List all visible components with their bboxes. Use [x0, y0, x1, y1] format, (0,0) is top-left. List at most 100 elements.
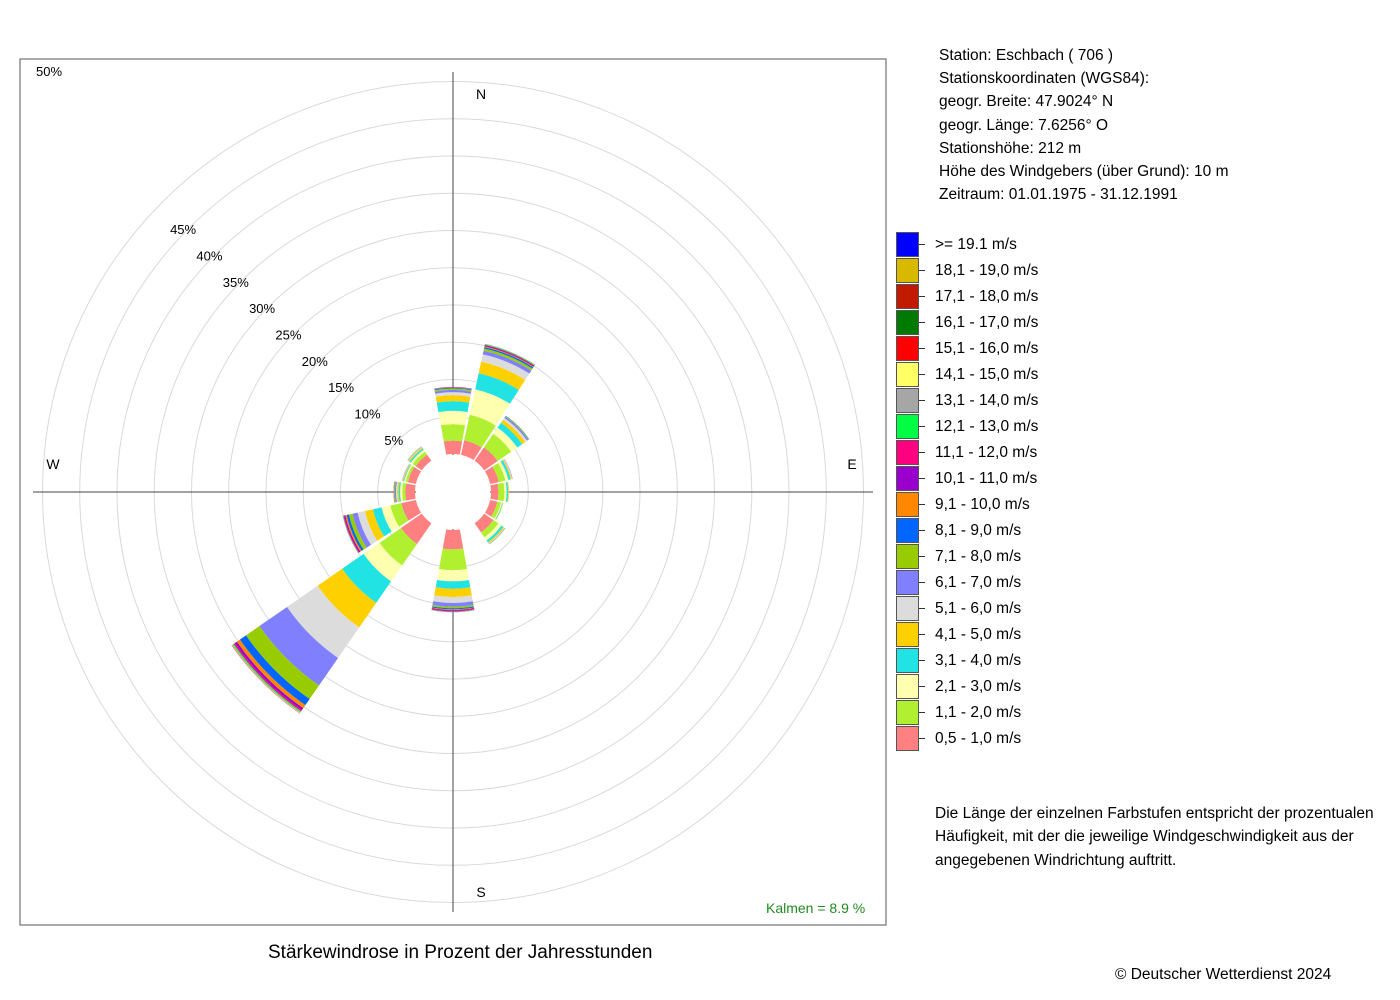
legend-swatch	[896, 336, 919, 361]
sector-n-band	[434, 387, 472, 390]
sector-n-band	[434, 389, 472, 394]
legend-label: 10,1 - 11,0 m/s	[935, 470, 1038, 487]
sector-se-band	[486, 525, 504, 543]
sector-sw-band	[379, 528, 417, 566]
sector-w-band	[400, 482, 404, 502]
sector-n-band	[434, 386, 472, 390]
sector-w-band	[394, 481, 397, 503]
sector-s-band	[442, 529, 464, 550]
ring-label-5: 5%	[384, 433, 403, 448]
legend-swatch	[896, 674, 919, 699]
sector-n-band	[434, 387, 472, 391]
sector-e-band	[507, 481, 510, 503]
station-longitude: geogr. Länge: 7.6256° O	[939, 116, 1109, 134]
legend-tick	[919, 608, 925, 609]
chart-description: Die Länge der einzelnen Farbstufen entsp…	[935, 802, 1374, 872]
station-info: Station: Eschbach ( 706 ) Stationskoordi…	[939, 44, 1228, 206]
sector-s-band	[437, 568, 469, 582]
ring-label-20: 20%	[302, 354, 328, 369]
description-line: angegebenen Windrichtung auftritt.	[935, 851, 1177, 869]
sector-ese-band	[491, 501, 502, 519]
legend-swatch	[896, 700, 919, 725]
sector-sw-band	[342, 553, 392, 603]
sector-sw-band	[287, 585, 360, 658]
sector-ene-band	[500, 460, 511, 481]
sector-e-band	[497, 482, 505, 502]
legend-tick	[919, 530, 925, 531]
station-coordinates-heading: Stationskoordinaten (WGS84):	[939, 70, 1150, 88]
ring-label-50: 50%	[36, 64, 62, 79]
sector-wnw-band	[402, 463, 410, 482]
sector-s-band	[431, 607, 475, 611]
sector-wsw-band	[357, 511, 378, 545]
legend-tick	[919, 556, 925, 557]
legend-swatch	[896, 570, 919, 595]
sector-e-band	[490, 483, 499, 501]
ring-label-10: 10%	[354, 407, 380, 422]
sector-s-band	[432, 606, 474, 610]
legend-label: 17,1 - 18,0 m/s	[935, 288, 1039, 305]
legend-tick	[919, 582, 925, 583]
sector-se-band	[484, 523, 502, 541]
legend-tick	[919, 374, 925, 375]
sector-s-band	[433, 595, 473, 604]
sector-wnw-band	[402, 463, 410, 482]
sector-w-band	[397, 482, 400, 502]
sector-wnw-band	[402, 464, 411, 482]
sector-se-band	[487, 526, 505, 544]
sector-s-band	[431, 608, 475, 611]
sector-n-band	[440, 424, 466, 442]
compass-label-south: S	[476, 884, 485, 900]
sector-s-band	[435, 579, 471, 589]
legend-swatch	[896, 232, 919, 257]
sector-ese-band	[495, 502, 504, 520]
legend-tick	[919, 452, 925, 453]
ring-label-40: 40%	[196, 248, 222, 263]
sector-e-band	[507, 482, 509, 502]
legend-label: 8,1 - 9,0 m/s	[935, 522, 1022, 539]
sector-ese-band	[494, 502, 503, 520]
legend-label: 4,1 - 5,0 m/s	[935, 626, 1022, 643]
legend-swatch	[896, 726, 919, 751]
sector-nw-band	[412, 451, 428, 467]
sector-wnw-band	[407, 466, 422, 484]
legend-label: 1,1 - 2,0 m/s	[935, 704, 1022, 721]
legend-label: 16,1 - 17,0 m/s	[935, 314, 1039, 331]
description-line: Die Länge der einzelnen Farbstufen entsp…	[935, 805, 1374, 822]
time-period: Zeitraum: 01.01.1975 - 31.12.1991	[939, 186, 1178, 204]
legend-label: 12,1 - 13,0 m/s	[935, 418, 1039, 435]
sector-n-band	[436, 401, 470, 413]
legend-tick	[919, 660, 925, 661]
sector-sw-band	[259, 606, 339, 686]
compass-label-north: N	[476, 86, 486, 102]
sector-e-band	[503, 482, 507, 502]
legend-swatch	[896, 466, 919, 491]
sector-wsw-band	[348, 513, 367, 550]
sector-ese-band	[495, 502, 503, 520]
sector-s-band	[431, 608, 475, 612]
legend-label: 13,1 - 14,0 m/s	[935, 392, 1039, 409]
legend-tick	[919, 478, 925, 479]
legend-label: 0,5 - 1,0 m/s	[935, 730, 1022, 747]
sector-sw-band	[239, 635, 310, 706]
sector-sw-band	[363, 542, 403, 582]
legend-swatch	[896, 492, 919, 517]
sector-nw-band	[410, 449, 426, 465]
chart-caption: Stärkewindrose in Prozent der Jahresstun…	[268, 942, 653, 963]
ring-label-15: 15%	[328, 380, 354, 395]
legend-tick	[919, 270, 925, 271]
legend-label: 7,1 - 8,0 m/s	[935, 548, 1022, 565]
legend-tick	[919, 634, 925, 635]
legend-swatch	[896, 258, 919, 283]
sector-w-band	[398, 482, 401, 502]
ring-label-35: 35%	[223, 275, 249, 290]
sector-s-band	[431, 609, 475, 612]
station-latitude: geogr. Breite: 47.9024° N	[939, 93, 1114, 111]
sector-nw-band	[408, 447, 423, 462]
sector-nw-band	[407, 446, 423, 462]
sector-wsw-band	[372, 507, 392, 537]
sector-ne-band	[500, 419, 526, 445]
sector-nne-band	[483, 348, 533, 371]
legend-tick	[919, 712, 925, 713]
sector-nne-band	[484, 347, 534, 369]
